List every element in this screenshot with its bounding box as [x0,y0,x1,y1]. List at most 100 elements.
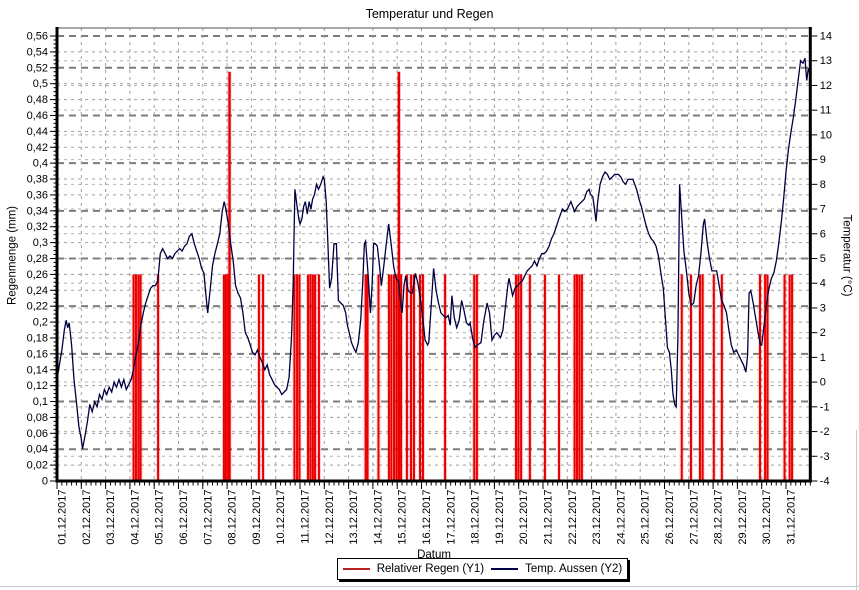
svg-text:25.12.2017: 25.12.2017 [640,490,652,545]
rain-bar [543,274,546,481]
svg-text:0,02: 0,02 [27,460,48,472]
rain-bar [132,274,135,481]
chart-title: Temperatur und Regen [365,7,494,21]
rain-bar [137,274,140,481]
rain-bar [377,274,380,481]
y2-axis-title: Temperatur (°C) [840,214,853,297]
svg-text:1: 1 [820,352,826,364]
rain-bar [473,274,476,481]
rain-bar [317,274,320,481]
svg-text:0,54: 0,54 [27,46,48,58]
svg-text:3: 3 [820,302,826,314]
rain-bar [558,274,561,481]
rain-bar [390,274,393,481]
svg-text:0,36: 0,36 [27,189,48,201]
svg-text:7: 7 [820,204,826,216]
svg-text:07.12.2017: 07.12.2017 [202,490,214,545]
rain-bar [783,274,786,481]
svg-text:06.12.2017: 06.12.2017 [178,490,190,545]
rain-bar [720,274,723,481]
svg-text:0,06: 0,06 [27,428,48,440]
svg-text:05.12.2017: 05.12.2017 [154,490,166,545]
rain-bar [224,274,227,481]
svg-text:9: 9 [820,154,826,166]
svg-text:09.12.2017: 09.12.2017 [251,490,263,545]
svg-text:0,2: 0,2 [33,317,48,329]
legend: Relativer Regen (Y1) Temp. Aussen (Y2) [337,558,628,580]
rain-bar [421,274,424,481]
svg-text:04.12.2017: 04.12.2017 [129,490,141,545]
svg-text:13.12.2017: 13.12.2017 [348,490,360,545]
rain-bar [314,274,317,481]
rain-bar [397,71,401,482]
rain-bar [366,274,369,481]
rain-bar [764,274,767,481]
svg-text:0,24: 0,24 [27,285,48,297]
svg-text:14.12.2017: 14.12.2017 [372,490,384,545]
rain-bar [393,274,396,481]
y1-tick-labels: 0 0,02 0,04 0,06 0,08 0,1 0,12 0,14 0,16 0,18 0,2 0… [27,31,48,488]
svg-text:0,38: 0,38 [27,174,48,186]
rain-bar [309,274,312,481]
rain-bar [227,274,230,481]
rain-bar [689,274,692,481]
svg-text:23.12.2017: 23.12.2017 [591,490,603,545]
svg-text:01.12.2017: 01.12.2017 [57,490,69,545]
svg-text:30.12.2017: 30.12.2017 [761,490,773,545]
rain-bar [395,274,398,481]
rain-bar [364,274,367,481]
svg-text:0,52: 0,52 [27,62,48,74]
svg-text:12: 12 [820,80,832,92]
rain-bar [139,274,142,481]
rain-bar [400,274,403,481]
svg-text:0,12: 0,12 [27,380,48,392]
svg-text:11: 11 [820,105,831,117]
rain-bar [578,274,581,481]
rain-bar [788,274,791,481]
rain-bar [262,274,265,481]
svg-text:02.12.2017: 02.12.2017 [81,490,93,545]
svg-text:0,34: 0,34 [27,205,48,217]
rain-bar [444,274,447,481]
svg-text:6: 6 [820,228,826,240]
svg-text:0,22: 0,22 [27,301,48,313]
x-tick-labels: 01.12.2017 02.12.2017 03.12.2017 04.12.2017… [57,489,798,544]
svg-text:-1: -1 [820,401,830,413]
svg-text:0,14: 0,14 [27,364,48,376]
svg-text:0,1: 0,1 [33,396,48,408]
rain-bar [573,274,576,481]
svg-text:11.12.2017: 11.12.2017 [300,490,312,544]
rain-bar [515,274,518,481]
rain-bar [298,274,301,481]
svg-text:18.12.2017: 18.12.2017 [470,489,482,544]
svg-text:0,48: 0,48 [27,94,48,106]
svg-text:-3: -3 [820,451,830,463]
rain-bar [680,274,683,481]
rain-bar [296,274,299,481]
svg-text:03.12.2017: 03.12.2017 [105,490,117,545]
rain-bar [419,274,422,481]
rain-bar [766,274,769,481]
rain-bar [758,274,761,481]
svg-text:2: 2 [820,327,826,339]
rain-bar [405,274,408,481]
y1-axis-title: Regenmenge (mm) [6,205,19,306]
svg-text:28.12.2017: 28.12.2017 [713,490,725,545]
svg-text:4: 4 [820,278,826,290]
rain-bar [475,274,478,481]
rain-bar [528,274,531,481]
svg-text:0,32: 0,32 [27,221,48,233]
rain-bar [520,274,523,481]
svg-text:19.12.2017: 19.12.2017 [494,490,506,545]
gridlines [57,28,811,481]
svg-text:0,5: 0,5 [33,78,48,90]
svg-text:21.12.2017: 21.12.2017 [543,490,555,545]
rain-bar [134,274,137,481]
svg-text:0,04: 0,04 [27,444,48,456]
legend-label-temp: Temp. Aussen (Y2) [525,563,623,575]
rain-bar [580,274,583,481]
svg-text:0,4: 0,4 [33,158,48,170]
svg-text:29.12.2017: 29.12.2017 [737,490,749,545]
